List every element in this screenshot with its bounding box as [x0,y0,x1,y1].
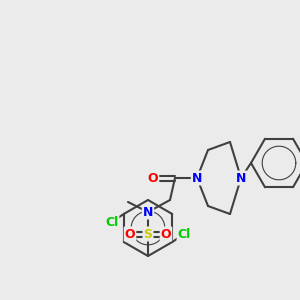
Text: Cl: Cl [105,215,119,229]
Text: N: N [192,172,202,184]
Text: O: O [148,172,158,184]
Text: N: N [236,172,246,184]
Text: S: S [143,227,152,241]
Text: O: O [161,227,171,241]
Text: Cl: Cl [178,227,191,241]
Text: N: N [143,206,153,218]
Text: O: O [125,227,135,241]
